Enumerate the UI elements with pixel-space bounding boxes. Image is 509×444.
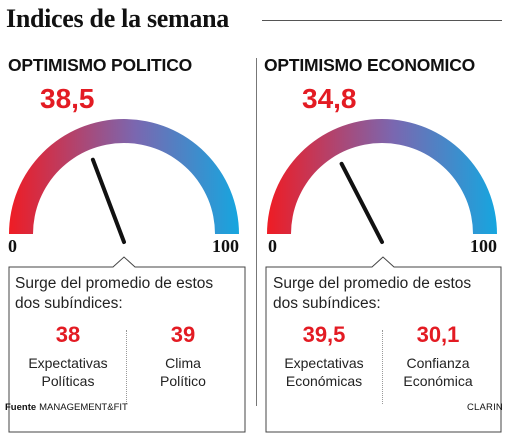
gauge-min-label: 0 — [8, 236, 17, 256]
page-title: Indices de la semana — [6, 4, 229, 33]
subindex-item: 39 Clima Político — [127, 322, 239, 390]
source-name: MANAGEMENT&FIT — [39, 402, 128, 413]
gauge-chart: 34,8 0 100 — [267, 83, 497, 256]
source-label: Fuente — [5, 402, 37, 413]
gauge-max-label: 100 — [212, 236, 239, 256]
gauge-max-label: 100 — [470, 236, 497, 256]
subindex-item: 38 Expectativas Políticas — [12, 322, 124, 390]
gauge-value: 34,8 — [302, 83, 357, 114]
gauge-arc — [267, 119, 497, 234]
subindex-separator — [382, 330, 383, 404]
footer: Fuente MANAGEMENT&FIT CLARIN — [0, 400, 509, 416]
title-rule — [262, 20, 502, 21]
subindex-item: 39,5 Expectativas Económicas — [268, 322, 380, 390]
gauge-chart: 38,5 0 100 — [8, 83, 239, 256]
gauge-panel-politico: OPTIMISMO POLITICO 38,5 0 100 Surge del … — [0, 44, 254, 433]
callout-intro: Surge del promedio de estos dos subíndic… — [15, 275, 214, 312]
subindex-label: Clima Político — [160, 355, 206, 389]
gauge-needle — [339, 161, 384, 244]
gauge-title: OPTIMISMO POLITICO — [8, 55, 193, 75]
source-credit: Fuente MANAGEMENT&FIT — [5, 402, 128, 413]
gauge-arc — [9, 119, 239, 234]
gauge-min-label: 0 — [268, 236, 277, 256]
gauge-value: 38,5 — [40, 83, 95, 114]
brand-credit: CLARIN — [466, 402, 503, 413]
subindex-label: Confianza Económica — [403, 355, 473, 389]
subindex-value: 39,5 — [302, 322, 346, 347]
subindex-separator — [126, 330, 127, 404]
callout-intro: Surge del promedio de estos dos subíndic… — [273, 275, 472, 312]
subindex-label: Expectativas Económicas — [284, 355, 364, 389]
gauge-panel-economico: OPTIMISMO ECONOMICO 34,8 0 100 Surge del… — [258, 44, 509, 433]
gauge-needle — [90, 157, 126, 244]
subindex-value: 30,1 — [416, 322, 460, 347]
panel-divider — [256, 58, 257, 406]
subindex-value: 39 — [170, 322, 196, 347]
header: Indices de la semana — [0, 0, 509, 44]
gauge-title: OPTIMISMO ECONOMICO — [264, 55, 476, 75]
subindex-label: Expectativas Políticas — [28, 355, 108, 389]
subindex-item: 30,1 Confianza Económica — [382, 322, 494, 390]
subindex-value: 38 — [55, 322, 81, 347]
